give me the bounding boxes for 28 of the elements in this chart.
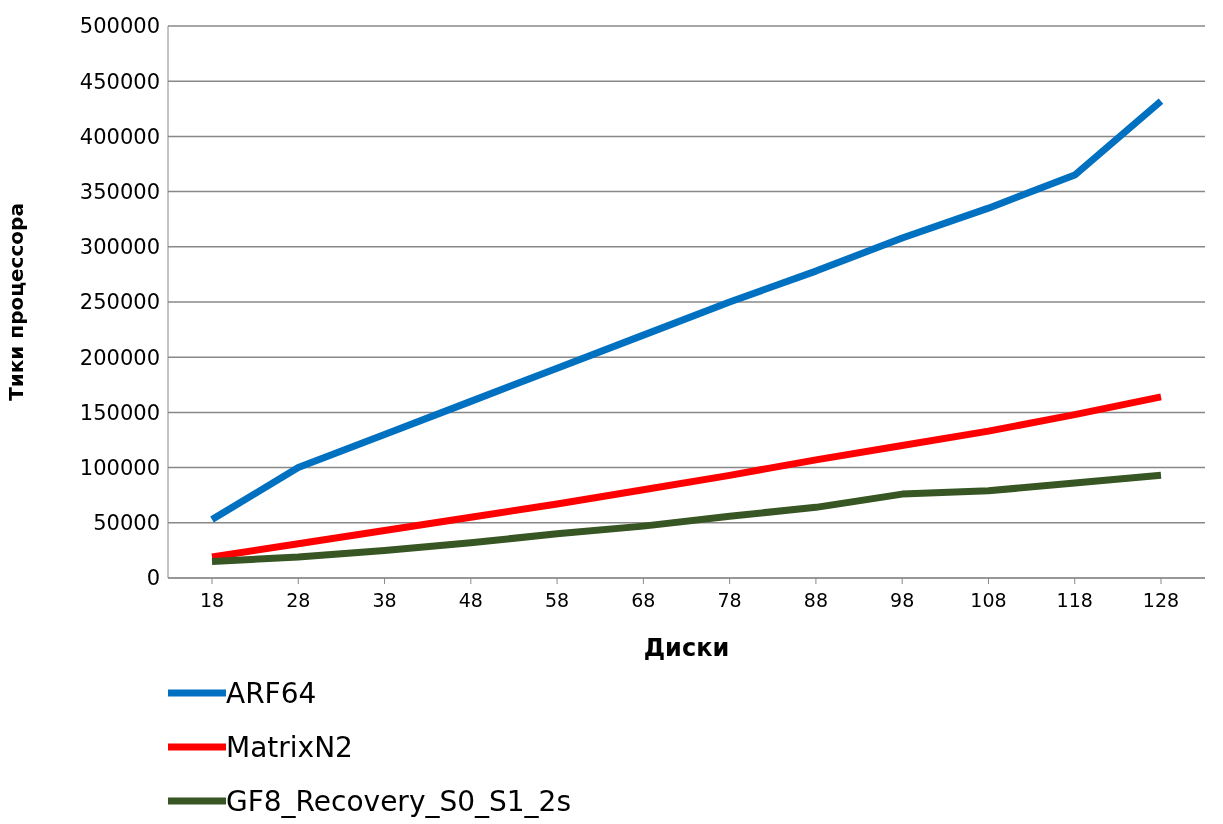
x-axis-title: Диски [643,634,730,662]
x-tick-label: 28 [286,589,311,612]
x-tick-label: 88 [803,589,828,612]
y-tick-label: 350000 [79,180,160,205]
x-tick-label: 108 [970,589,1007,612]
x-tick-label: 18 [199,589,225,612]
x-tick-label: 48 [458,589,483,612]
legend-label: GF8_Recovery_S0_S1_2s [226,784,572,818]
y-tick-label: 200000 [79,345,160,370]
y-tick-label: 450000 [79,69,160,94]
x-tick-label: 58 [545,589,570,612]
y-tick-label: 300000 [79,235,160,260]
x-tick-label: 128 [1142,589,1180,612]
y-tick-label: 0 [146,566,160,591]
y-tick-label: 500000 [79,14,160,39]
x-tick-label: 78 [717,589,742,612]
x-tick-label: 68 [631,589,656,612]
legend-label: MatrixN2 [226,730,353,764]
y-tick-label: 100000 [79,456,160,481]
legend-label: ARF64 [226,676,317,710]
y-tick-label: 50000 [93,511,160,536]
x-tick-label: 98 [890,589,915,612]
y-tick-label: 250000 [79,290,160,315]
y-axis-title: Тики процессора [4,203,29,401]
y-tick-label: 400000 [79,124,160,149]
x-tick-label: 38 [372,589,397,612]
x-tick-label: 118 [1056,589,1093,612]
y-tick-label: 150000 [79,400,160,425]
